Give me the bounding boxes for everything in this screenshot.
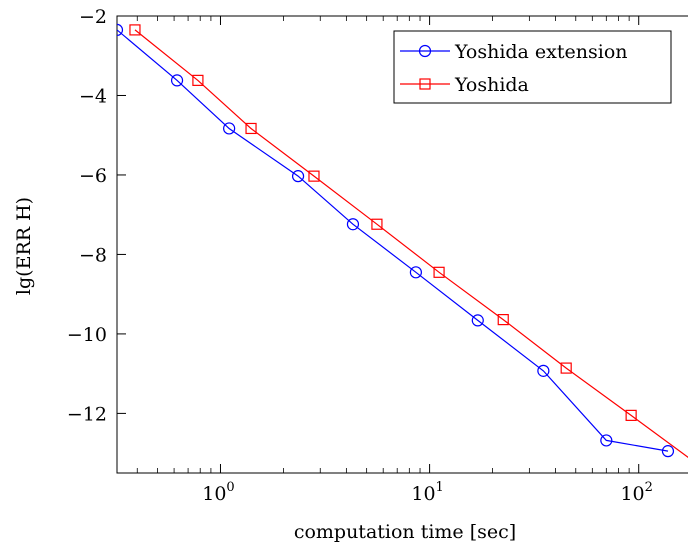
y-axis-label: lg(ERR H) [13, 197, 35, 295]
legend: Yoshida extension Yoshida [393, 30, 672, 104]
y-tick-label: −4 [79, 85, 107, 107]
plot-area [116, 15, 688, 474]
data-point-yoshida [497, 314, 509, 326]
y-tick-label: −10 [67, 324, 107, 346]
data-point-yoshida [371, 218, 383, 230]
data-point-yoshida [129, 24, 141, 36]
data-point-yoshida-extension [409, 266, 422, 279]
minor-ticks [136, 16, 630, 473]
data-point-yoshida [625, 409, 637, 421]
legend-label-yoshida-extension: Yoshida extension [454, 41, 628, 63]
data-point-yoshida-extension [223, 122, 236, 135]
data-point-yoshida-extension [346, 218, 360, 231]
data-point-yoshida [308, 170, 320, 182]
data-point-yoshida-extension [471, 314, 484, 327]
data-point-yoshida [433, 266, 445, 278]
x-tick-label: 102 [620, 480, 652, 505]
data-point-yoshida-extension [661, 445, 675, 458]
x-axis-label: computation time [sec] [294, 521, 516, 543]
series-line-yoshida [134, 29, 688, 459]
y-tick-label: −2 [79, 6, 107, 28]
x-tick-label: 101 [411, 480, 443, 505]
data-point-yoshida-extension [117, 23, 124, 37]
legend-label-yoshida: Yoshida [454, 74, 529, 96]
x-axis-ticks: 100 101 102 [202, 16, 653, 505]
legend-marker-yoshida [419, 78, 431, 90]
data-point-yoshida [245, 122, 257, 135]
data-point-yoshida [560, 362, 572, 374]
data-point-yoshida-extension [537, 364, 550, 377]
data-point-yoshida-extension [170, 74, 184, 87]
legend-marker-yoshida-extension [418, 44, 432, 58]
x-tick-label: 100 [202, 480, 234, 505]
data-point-yoshida-extension [291, 170, 305, 183]
series-line-yoshida-extension [117, 29, 669, 452]
y-axis-ticks: −2 −4 −6 −8 −10 −12 [67, 6, 126, 425]
y-tick-label: −8 [79, 244, 107, 266]
y-tick-label: −6 [79, 165, 107, 187]
data-point-yoshida-extension [600, 434, 613, 447]
legend-box [393, 30, 672, 104]
series-layer [117, 23, 688, 459]
data-point-yoshida [192, 74, 204, 86]
y-tick-label: −12 [67, 403, 107, 425]
